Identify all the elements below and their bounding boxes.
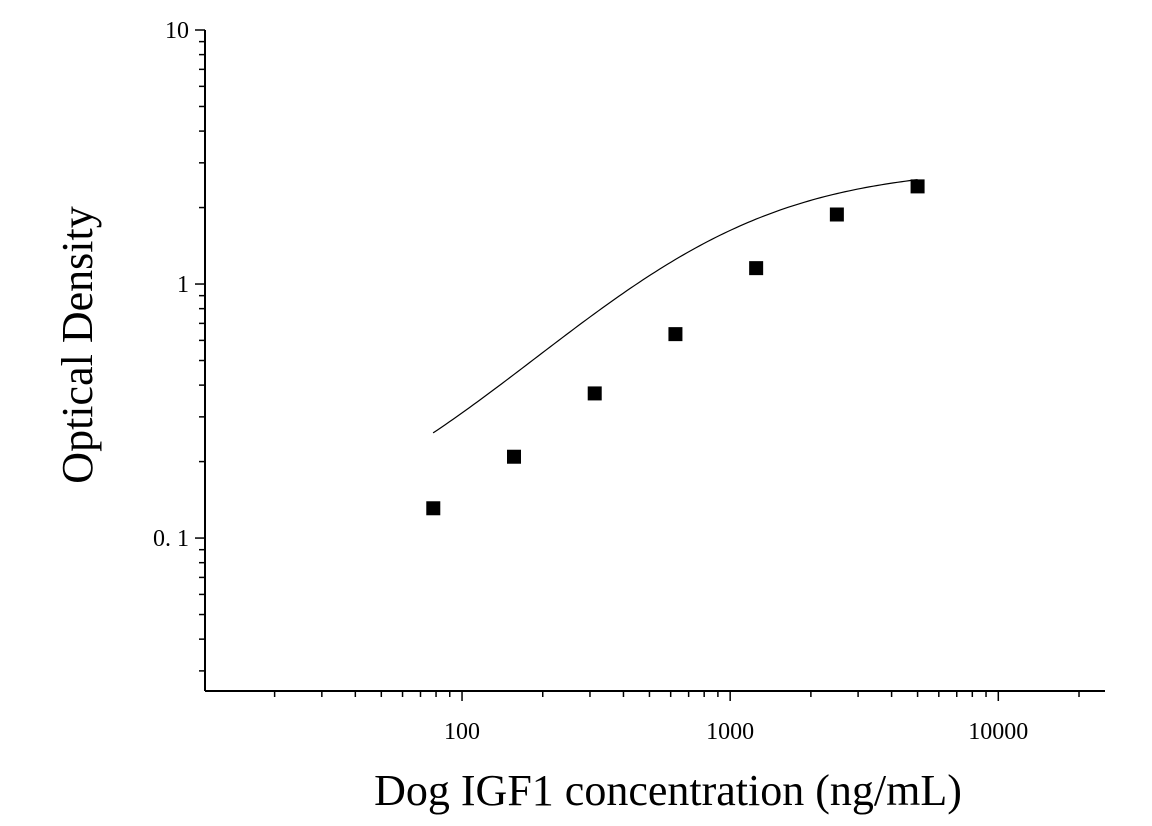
x-ticks: 100 1000 10000 xyxy=(273,691,1080,745)
data-point xyxy=(587,386,602,401)
data-point xyxy=(426,501,441,516)
x-tick-label: 1000 xyxy=(706,719,754,745)
data-point xyxy=(668,327,683,342)
data-point xyxy=(749,261,764,276)
axes xyxy=(204,30,1105,692)
data-point xyxy=(910,179,925,194)
data-point xyxy=(829,207,844,222)
data-points xyxy=(426,179,925,516)
x-tick-label: 10000 xyxy=(968,719,1028,745)
y-tick-label: 1 xyxy=(177,272,189,298)
x-axis-title: Dog IGF1 concentration (ng/mL) xyxy=(374,766,962,815)
y-ticks: 0. 1 1 10 xyxy=(153,18,205,672)
fit-curve xyxy=(432,179,918,434)
fit-curve-line xyxy=(432,179,918,434)
x-tick-label: 100 xyxy=(444,719,480,745)
y-tick-label: 0. 1 xyxy=(153,526,189,552)
y-tick-label: 10 xyxy=(165,18,189,44)
y-axis-title: Optical Density xyxy=(53,206,102,483)
data-point xyxy=(507,449,522,464)
